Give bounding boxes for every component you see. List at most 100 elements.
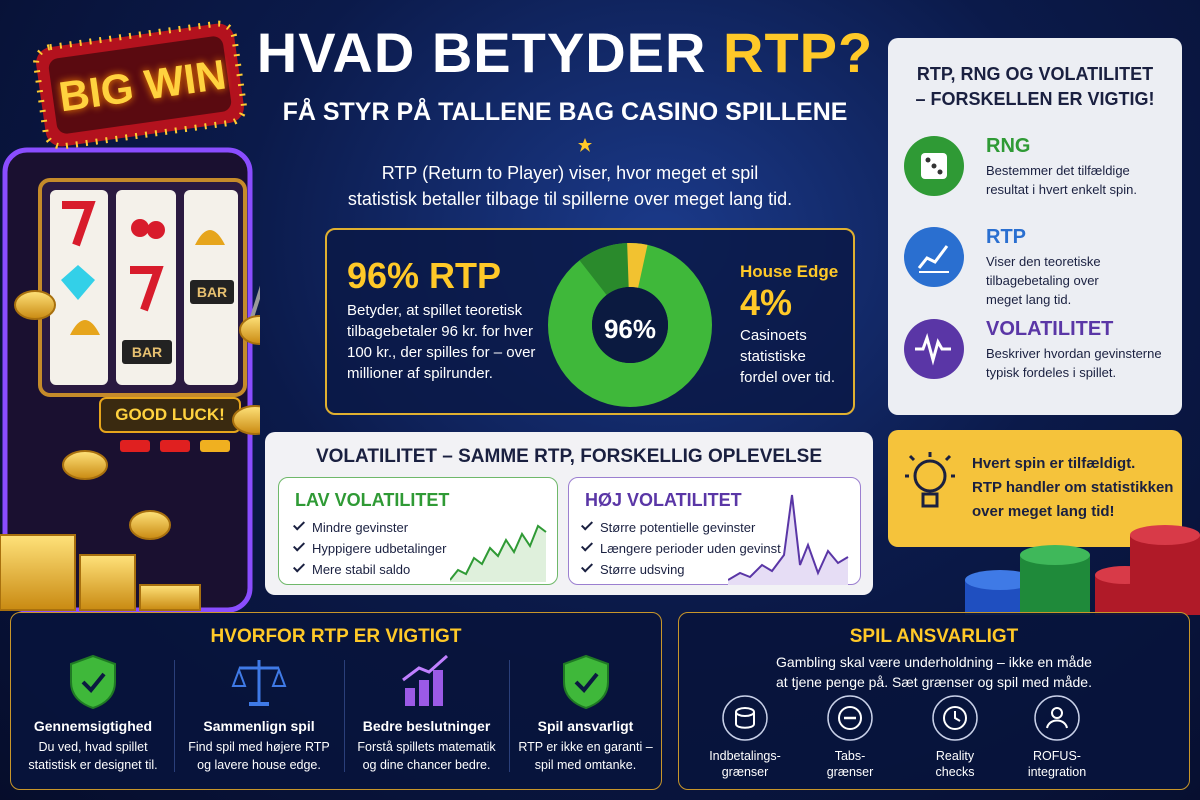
check-icon [580,539,594,552]
lever [246,285,260,331]
responsible-title: SPIL ANSVARLIGT [849,626,1019,647]
check-icon [580,560,594,573]
why-text-line: Find spil med højere RTP [188,740,330,754]
why-heading: Bedre beslutninger [362,718,491,734]
edge-heading: House Edge [740,262,839,281]
bullet: Større potentielle gevinster [580,517,781,538]
term-icon [904,227,964,287]
low-heading: LAV VOLATILITET [295,490,450,510]
chips-decor [965,525,1200,615]
why-text-line: og lavere house edge. [197,758,321,772]
why-text: RTP er ikke en garanti – spil med omtanke… [509,738,662,774]
title: HVAD BETYDER RTP? [250,20,880,85]
bar-plate [190,280,234,304]
diamond-symbol [61,265,95,300]
high-heading: HØJ VOLATILITET [585,490,742,510]
big-win-sign [33,20,247,150]
tip-line: RTP handler om statistikken [972,479,1174,496]
why-text-line: Du ved, hvad spillet [38,740,148,754]
coin [62,450,108,480]
why-text-line: Forstå spillets matematik [357,740,496,754]
term-text: Beskriver hvordan gevinsterne typisk ford… [986,344,1162,382]
term-text-line: tilbagebetaling over [986,273,1099,288]
why-text-line: spil med omtanke. [534,758,637,772]
check-icon [292,539,306,552]
term-icon [904,136,964,196]
donut-hole [592,287,668,363]
bullet: Mere stabil saldo [292,559,446,580]
why-text: Forstå spillets matematik og dine chancer… [344,738,509,774]
bullet-text: Hyppigere udbetalinger [312,541,447,556]
bell-symbol [70,320,100,335]
why-title: HVORFOR RTP ER VIGTIGT [210,626,462,647]
tool-icon [827,695,873,741]
tool-label-line: checks [935,765,975,779]
divider [509,660,510,772]
divider [174,660,175,772]
why-icon [401,654,448,706]
term-text-line: Viser den teoretiske [986,254,1101,269]
term-name: RTP [986,226,1026,248]
rtp-text-line: millioner af spilrunder. [347,365,493,382]
coin-stack [79,554,136,611]
tip-text: Hvert spin er tilfældigt. RTP handler om … [972,452,1173,524]
term-text: Viser den teoretiske tilbagebetaling over… [986,252,1101,309]
coin-stack [0,534,76,611]
subtitle: FÅ STYR PÅ TALLENE BAG CASINO SPILLENE [282,98,848,126]
why-text: Du ved, hvad spillet statistisk er design… [12,738,174,774]
responsible-box [678,612,1190,790]
coin [14,290,56,320]
term-text-line: resultat i hvert enkelt spin. [986,182,1138,197]
high-sparkline [728,494,849,585]
terms-title-line: – FORSKELLEN ER VIGTIG! [915,89,1155,109]
tool-label-line: grænser [826,765,874,779]
title-main: HVAD BETYDER [256,21,707,84]
sign-inner [48,36,232,134]
check-icon [292,518,306,531]
slot-machine-decor [0,20,260,613]
why-heading: Spil ansvarligt [537,718,634,734]
responsible-line: Gambling skal være underholdning – ikke … [776,654,1092,670]
term-name: RNG [986,135,1031,157]
intro-line: statistisk betaller tilbage til spillern… [347,189,793,209]
tip-line: over meget lang tid! [972,503,1115,520]
volatility-title: VOLATILITET – SAMME RTP, FORSKELLIG OPLE… [315,446,822,467]
rtp-text: Betyder, at spillet teoretisk tilbagebeta… [347,300,535,384]
why-heading: Gennemsigtighed [33,718,153,734]
term-icon [904,319,964,379]
bulb-icon [905,452,955,508]
tool-label: ROFUS-integration [1002,748,1112,780]
button [160,440,190,452]
rtp-donut [548,243,712,407]
tool-icon [932,695,978,741]
term-text: Bestemmer det tilfældige resultat i hvert… [986,161,1137,199]
why-heading: Sammenlign spil [203,718,315,734]
bullet-text: Større udsving [600,562,685,577]
bar-label: BAR [196,284,228,300]
tool-label: Indbetalings-grænser [690,748,800,780]
divider [344,660,345,772]
why-text-line: og dine chancer bedre. [362,758,491,772]
cherry-symbol [147,221,165,239]
edge-text: Casinoets statistiske fordel over tid. [740,325,835,388]
tool-label-line: Indbetalings- [709,749,781,763]
button [120,440,150,452]
bullet-text: Mindre gevinster [312,520,409,535]
bullet-text: Længere perioder uden gevinst [600,541,781,556]
tip-line: Hvert spin er tilfældigt. [972,455,1136,472]
tool-label: Tabs-grænser [795,748,905,780]
high-points: Større potentielle gevinster Længere peri… [580,517,781,580]
term-name: VOLATILITET [986,318,1114,340]
term-text-line: Beskriver hvordan gevinsterne [986,346,1162,361]
tool-label-line: Tabs- [834,749,866,763]
tool-label-line: integration [1027,765,1087,779]
why-icon [70,654,116,710]
donut-label: 96% [603,314,657,344]
bullet: Større udsving [580,559,781,580]
terms-title: RTP, RNG OG VOLATILITET – FORSKELLEN ER V… [888,62,1182,112]
check-icon [580,518,594,531]
rtp-text-line: Betyder, at spillet teoretisk [347,302,523,319]
why-icon [231,660,287,706]
cherry-symbol [131,219,149,237]
